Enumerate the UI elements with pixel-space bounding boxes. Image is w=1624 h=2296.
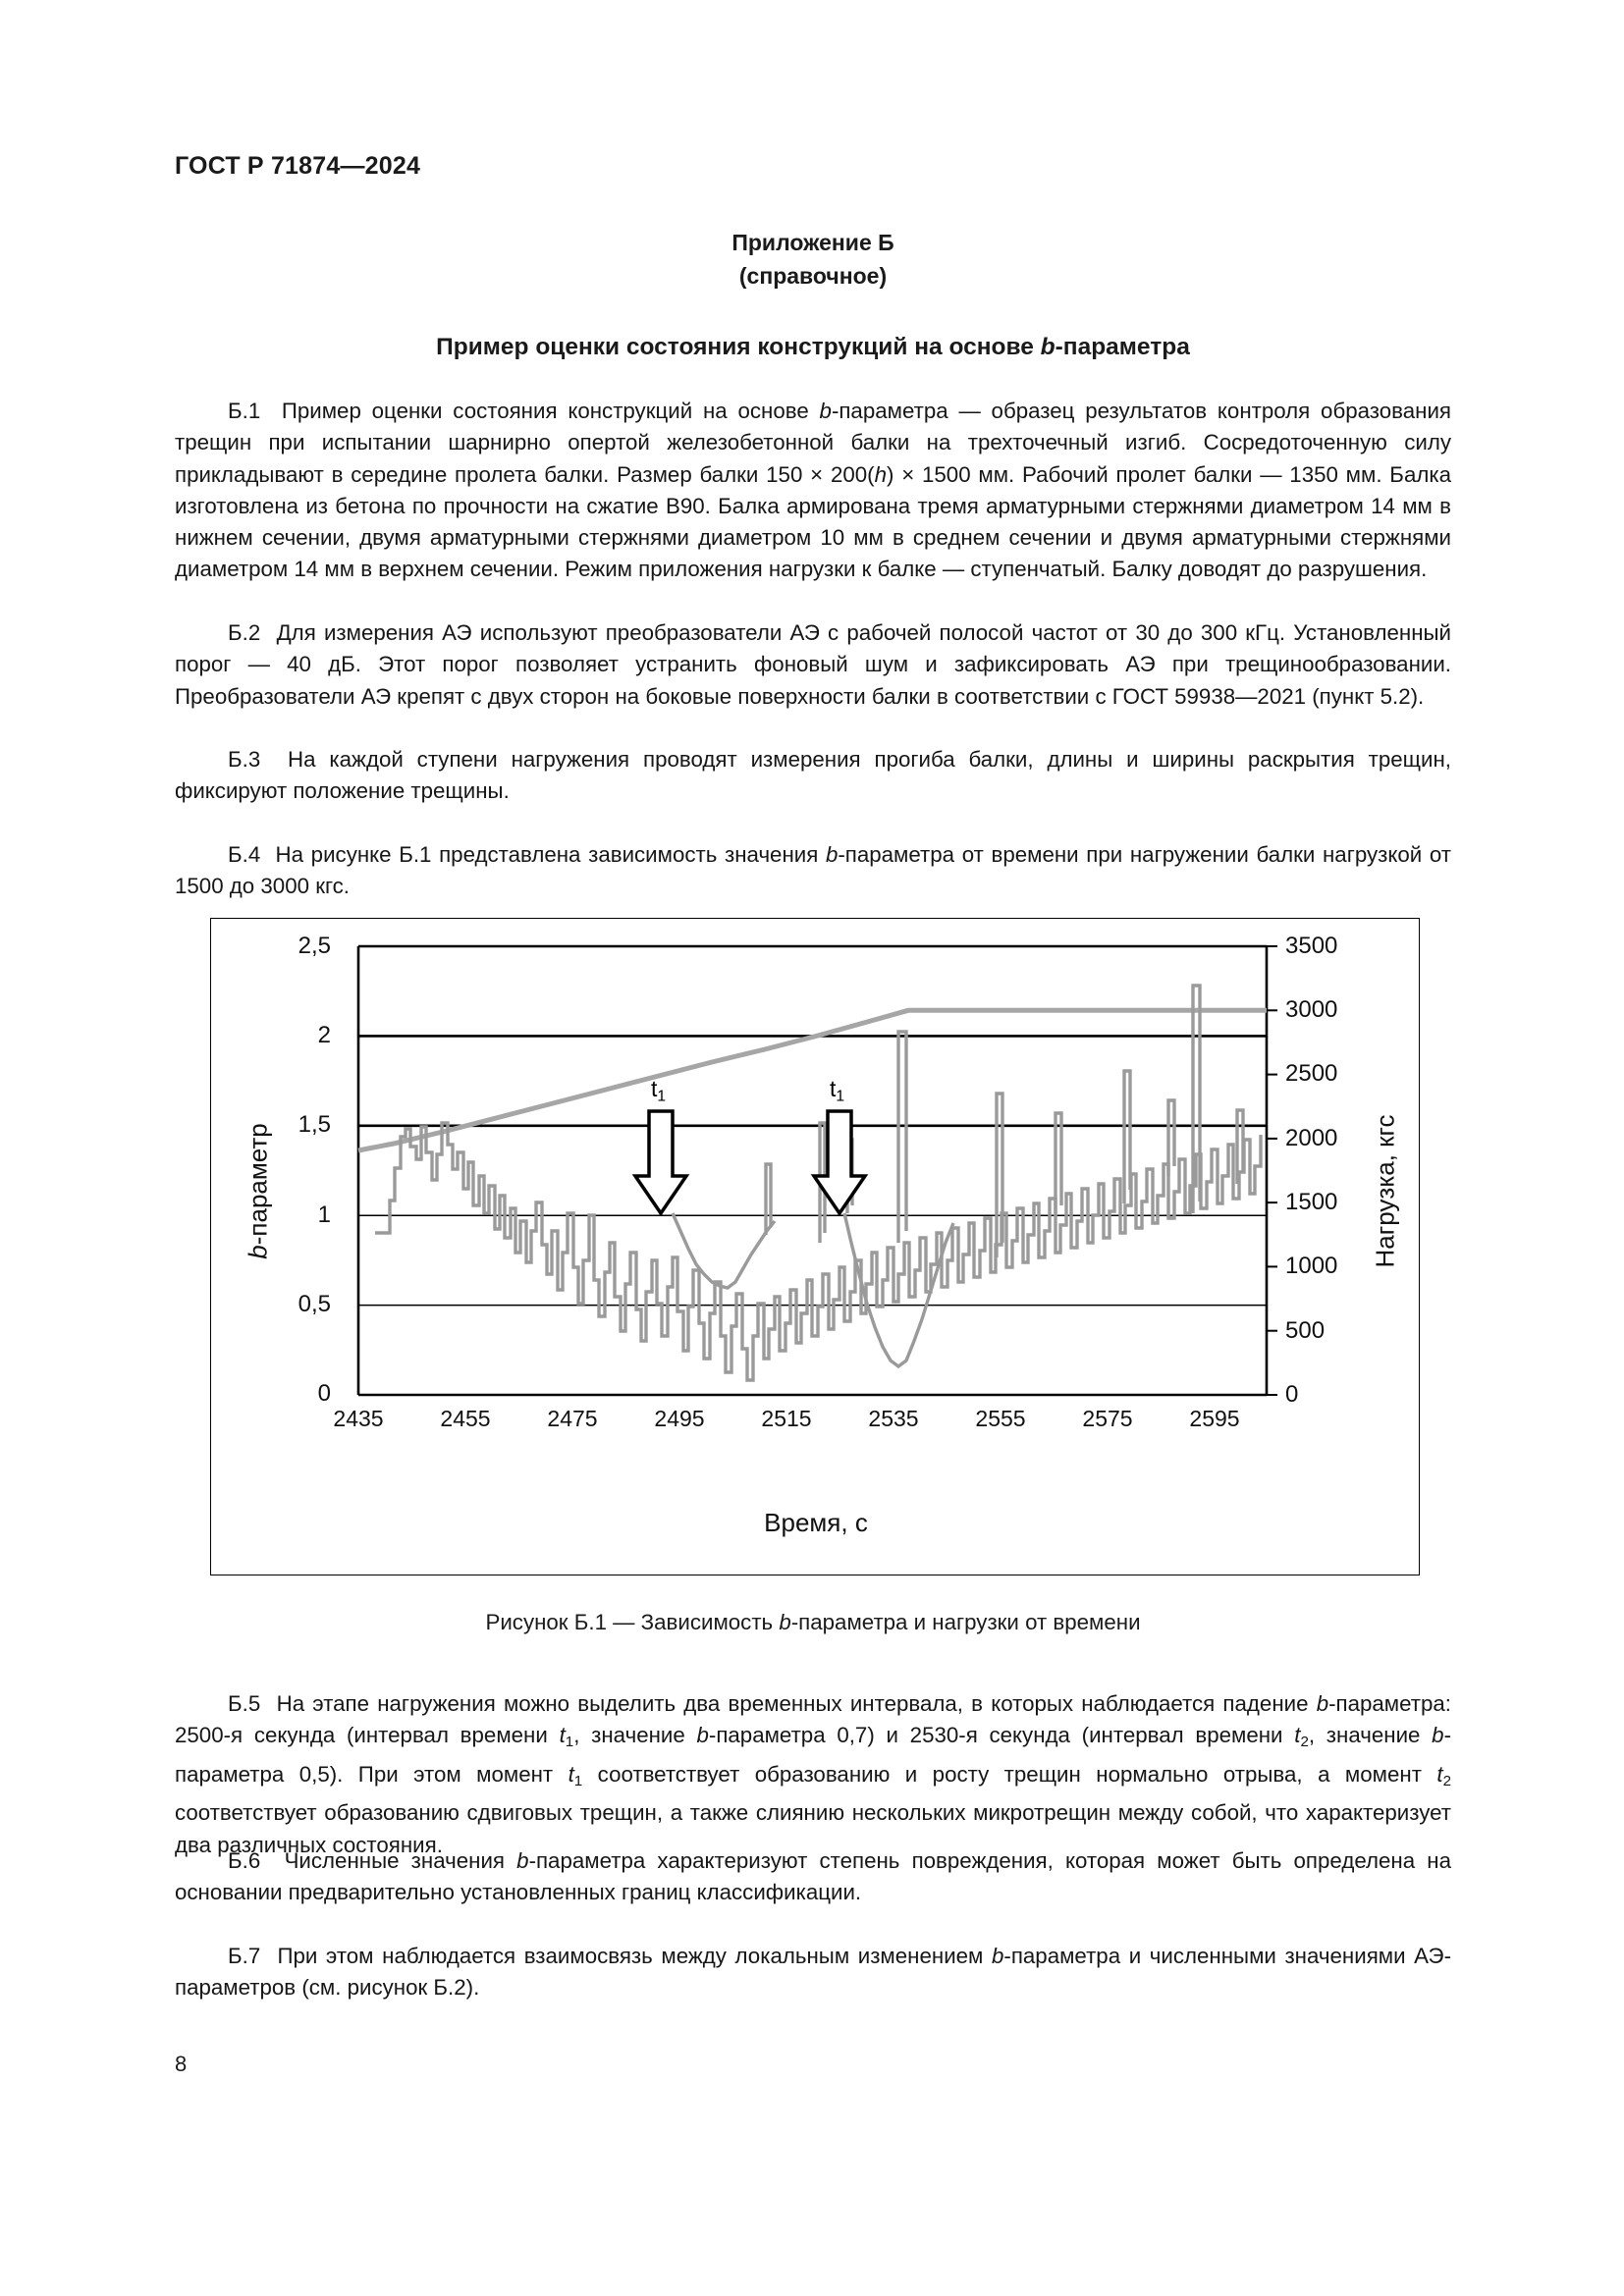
annotation-label-t1-second: t1 <box>830 1076 845 1105</box>
chart-xlabel: Время, с <box>764 1508 868 1537</box>
ytick-left-0: 0 <box>317 1380 331 1407</box>
paragraph-b6: Б.6 Численные значения b-параметра харак… <box>175 1848 1451 1905</box>
ytick-right-500: 500 <box>1285 1317 1326 1344</box>
section-heading: Пример оценки состояния конструкций на о… <box>175 334 1451 361</box>
annex-title: Приложение Б <box>731 230 894 255</box>
ytick-right-1000: 1000 <box>1285 1253 1338 1279</box>
ytick-right-1500: 1500 <box>1285 1189 1338 1215</box>
ytick-left-1-5: 1,5 <box>298 1111 331 1138</box>
figure-caption-prefix: Рисунок Б.1 — Зависимость <box>485 1610 780 1634</box>
series-load <box>357 1007 1267 1153</box>
figure-caption-suffix: -параметра и нагрузки от времени <box>790 1610 1141 1634</box>
chart-right-ticks <box>1267 945 1277 1396</box>
ytick-right-3500: 3500 <box>1285 933 1338 959</box>
chart-ylabel-right: Нагрузка, кгс <box>1370 1114 1400 1268</box>
ytick-left-1: 1 <box>317 1201 331 1228</box>
paragraph-b3: Б.3 На каждой ступени нагружения проводя… <box>175 747 1451 804</box>
paragraph-b1: Б.1 Пример оценки состояния конструкций … <box>175 399 1451 582</box>
xtick-2595: 2595 <box>1189 1406 1240 1431</box>
section-heading-prefix: Пример оценки состояния конструкций на о… <box>436 334 1041 360</box>
paragraph-b4: Б.4 На рисунке Б.1 представлена зависимо… <box>175 842 1451 899</box>
xtick-2495: 2495 <box>654 1406 705 1431</box>
xtick-2575: 2575 <box>1082 1406 1133 1431</box>
xtick-2535: 2535 <box>868 1406 919 1431</box>
series-b-parameter <box>375 1121 1263 1382</box>
annotation-arrow-t1-second <box>810 1109 869 1217</box>
ytick-left-2-5: 2,5 <box>298 933 331 959</box>
xtick-2475: 2475 <box>547 1406 598 1431</box>
figure-caption-italic-b: b <box>779 1610 791 1634</box>
chart-svg <box>356 944 1277 1397</box>
document-header-standard-id: ГОСТ Р 71874—2024 <box>175 152 421 180</box>
ytick-left-0-5: 0,5 <box>298 1291 331 1317</box>
annex-title-block: Приложение Б (справочное) <box>175 226 1451 293</box>
figure-b1: 2,5 2 1,5 1 0,5 0 3500 3000 2500 2000 15… <box>210 918 1420 1575</box>
ytick-right-3000: 3000 <box>1285 996 1338 1023</box>
paragraph-b7: Б.7 При этом наблюдается взаимосвязь меж… <box>175 1944 1451 2001</box>
chart-axes <box>356 946 1269 1395</box>
chart-ylabel-left: b-параметр <box>243 1123 273 1259</box>
section-heading-italic-b: b <box>1040 334 1056 360</box>
xtick-2515: 2515 <box>761 1406 812 1431</box>
figure-caption: Рисунок Б.1 — Зависимость b-параметра и … <box>175 1610 1451 1635</box>
page-number: 8 <box>175 2052 188 2076</box>
annotation-label-t1-first: t1 <box>651 1076 667 1105</box>
xtick-2455: 2455 <box>440 1406 491 1431</box>
paragraph-b2: Б.2 Для измерения АЭ используют преобраз… <box>175 620 1451 709</box>
xtick-2555: 2555 <box>975 1406 1026 1431</box>
ytick-right-2000: 2000 <box>1285 1125 1338 1151</box>
paragraph-b5: Б.5 На этапе нагружения можно выделить д… <box>175 1691 1452 1857</box>
chart-plot-area: 2,5 2 1,5 1 0,5 0 3500 3000 2500 2000 15… <box>211 919 1421 1576</box>
ytick-right-0: 0 <box>1285 1381 1299 1408</box>
xtick-2435: 2435 <box>333 1406 384 1431</box>
ytick-right-2500: 2500 <box>1285 1060 1338 1087</box>
section-heading-suffix: -параметра <box>1055 334 1190 360</box>
series-b-parameter-dips <box>671 1212 955 1369</box>
ytick-left-2: 2 <box>317 1022 331 1048</box>
annex-subtitle: (справочное) <box>738 263 888 289</box>
annotation-arrow-t1-first <box>631 1109 690 1217</box>
